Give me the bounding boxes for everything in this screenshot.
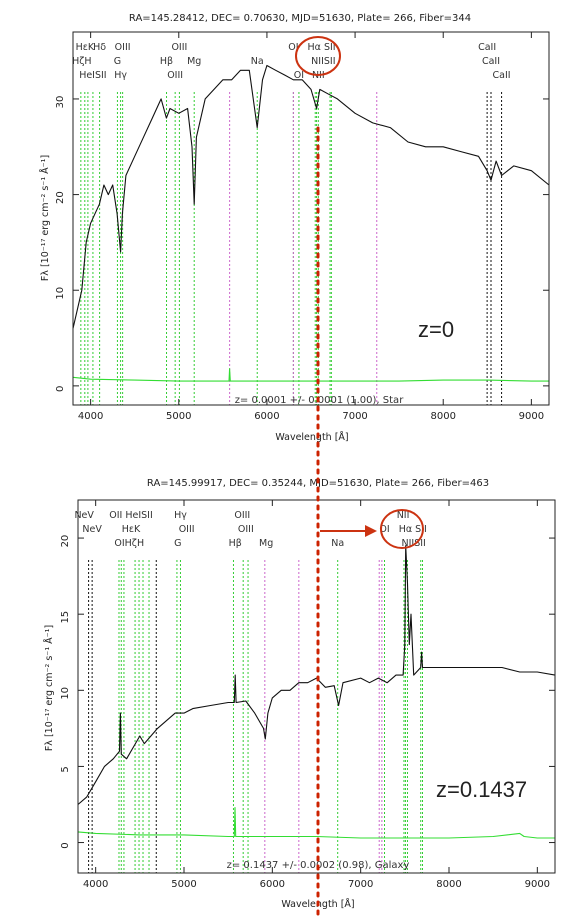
redshift-arrow-head	[365, 525, 377, 537]
spectral-line-label: G	[114, 56, 121, 67]
spectral-line-label: G	[174, 538, 181, 549]
y-tick-label: 10	[60, 687, 71, 700]
spectral-line-label: Hβ	[160, 56, 173, 67]
spectral-line-label: OIII	[234, 510, 250, 521]
spectral-line-label: OIII	[238, 524, 254, 535]
spectrum-panel-galaxy: RA=145.99917, DEC= 0.35244, MJD=51630, P…	[43, 478, 556, 910]
emission-line-markers	[80, 92, 503, 405]
spectral-line-label: CaII	[482, 56, 500, 67]
spectral-line-label: NIISII	[311, 56, 335, 67]
axis-ticks: 4000 5000 6000 7000 8000 9000 0 5 10 15 20	[60, 500, 555, 890]
spectral-line-label: Hγ	[174, 510, 187, 521]
x-tick-label: 8000	[436, 879, 461, 890]
flux-series-line	[77, 545, 556, 805]
spectral-line-label: Na	[251, 56, 264, 67]
x-tick-label: 8000	[430, 411, 455, 422]
spectral-line-label: HεK	[122, 524, 141, 535]
axis-ticks: 4000 5000 6000 7000 8000 9000 0 10 20 30	[55, 32, 549, 422]
spectral-line-label: OIII	[179, 524, 195, 535]
y-tick-label: 5	[60, 766, 71, 772]
spectral-line-label: NeV	[74, 510, 94, 521]
spectral-line-label: Hδ	[93, 42, 106, 53]
x-tick-label: 9000	[519, 411, 544, 422]
chart-title: RA=145.28412, DEC= 0.70630, MJD=51630, P…	[129, 13, 471, 24]
x-tick-label: 7000	[342, 411, 367, 422]
h-alpha-circle-star	[295, 36, 341, 76]
spectral-line-label: Na	[331, 538, 344, 549]
spectral-line-label: OI	[288, 42, 298, 53]
x-tick-label: 4000	[78, 411, 103, 422]
spectral-line-label: NII	[397, 510, 410, 521]
redshift-annotation: z=0.1437	[436, 777, 527, 802]
spectral-line-label: NIISII	[401, 538, 425, 549]
spectrum-series	[72, 64, 550, 382]
spectral-line-label: Hα SII	[399, 524, 427, 535]
y-axis-label: Fλ [10⁻¹⁷ erg cm⁻² s⁻¹ Å⁻¹]	[39, 155, 51, 281]
x-axis-label: Wavelength [Å]	[275, 431, 348, 443]
spectral-line-label: CaII	[478, 42, 496, 53]
y-tick-label: 20	[55, 191, 66, 204]
y-tick-label: 30	[55, 96, 66, 109]
spectral-line-label: Hγ	[114, 70, 127, 81]
spectral-line-label: HζH	[72, 56, 91, 67]
spectral-line-label: HeISII	[79, 70, 106, 81]
spectral-line-label: OIHζH	[114, 538, 144, 549]
plot-frame	[72, 31, 550, 406]
y-tick-label: 15	[60, 611, 71, 624]
spectral-line-label: OIII	[167, 70, 183, 81]
y-tick-label: 10	[55, 287, 66, 300]
x-tick-label: 5000	[171, 879, 196, 890]
spectral-line-label: OI	[379, 524, 389, 535]
x-tick-label: 9000	[525, 879, 550, 890]
flux-series-line	[72, 64, 550, 329]
x-tick-label: 6000	[260, 879, 285, 890]
spectral-line-label: OIII	[115, 42, 131, 53]
x-tick-label: 4000	[83, 879, 108, 890]
error-series-line	[77, 806, 555, 839]
spectral-line-label: OII HeISII	[109, 510, 153, 521]
spectral-line-label: CaII	[493, 70, 511, 81]
spectral-line-label: OI	[294, 70, 304, 81]
y-tick-label: 20	[60, 535, 71, 548]
spectral-line-label: HεK	[76, 42, 95, 53]
spectrum-panel-star: RA=145.28412, DEC= 0.70630, MJD=51630, P…	[39, 13, 550, 443]
x-tick-label: 5000	[166, 411, 191, 422]
x-tick-label: 6000	[254, 411, 279, 422]
line-labels: NeV OII HeISII Hγ OIII NII NeV HεK OIII OIII OI Hα…	[74, 510, 426, 549]
emission-line-markers	[88, 560, 423, 873]
x-tick-label: 7000	[348, 879, 373, 890]
error-series-line	[72, 368, 549, 382]
y-tick-label: 0	[60, 842, 71, 848]
spectral-line-label: Mg	[259, 538, 273, 549]
h-alpha-circle-galaxy	[380, 509, 424, 549]
spectral-line-label: NeV	[82, 524, 102, 535]
spectral-line-label: Hβ	[229, 538, 242, 549]
spectral-line-label: Hα SII	[308, 42, 336, 53]
y-axis-label: Fλ [10⁻¹⁷ erg cm⁻² s⁻¹ Å⁻¹]	[43, 625, 55, 751]
spectral-line-label: OIII	[171, 42, 187, 53]
redshift-annotation: z=0	[418, 317, 454, 342]
spectrum-series	[77, 545, 556, 839]
y-tick-label: 0	[55, 386, 66, 392]
spectral-line-label: Mg	[187, 56, 201, 67]
overlay-annotations	[295, 36, 424, 919]
